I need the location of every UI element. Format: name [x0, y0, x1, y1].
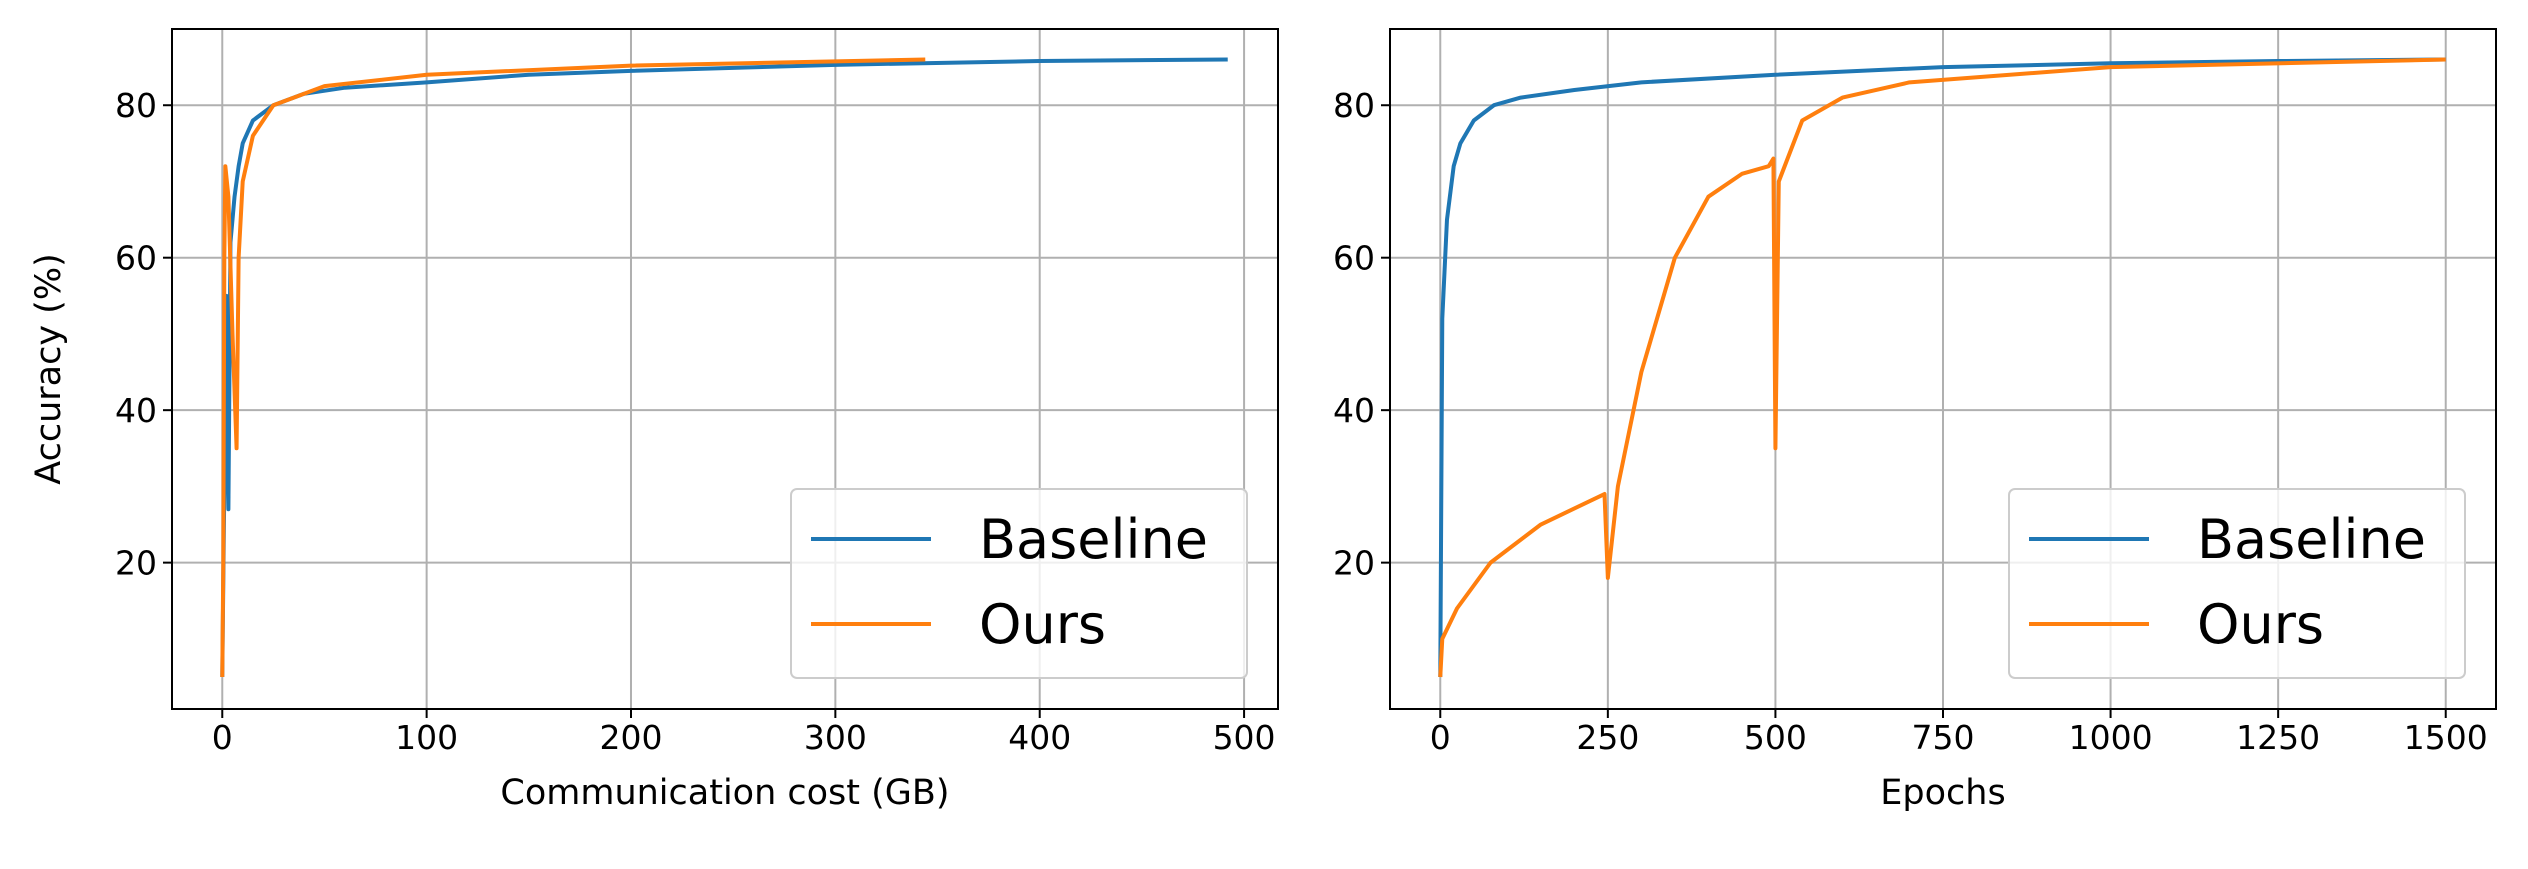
y-tick-label: 60 [1333, 239, 1375, 278]
legend-box [790, 488, 1248, 679]
legend-label: Ours [979, 593, 1106, 656]
x-tick-label: 500 [1213, 718, 1276, 757]
legend-label: Baseline [979, 508, 1208, 571]
x-tick-label: 500 [1744, 718, 1807, 757]
axes-frame [171, 28, 1279, 710]
y-tick-label: 60 [115, 239, 157, 278]
series-line [1438, 57, 2446, 678]
x-tick-label: 200 [599, 718, 662, 757]
x-tick-label: 750 [1912, 718, 1975, 757]
legend-label: Ours [2197, 593, 2324, 656]
x-tick-label: 0 [212, 718, 233, 757]
y-tick-label: 40 [115, 391, 157, 430]
x-axis-label: Communication cost (GB) [500, 773, 949, 813]
series-line [220, 57, 1228, 678]
y-tick-label: 20 [115, 544, 157, 583]
y-tick-label: 20 [1333, 544, 1375, 583]
y-tick-label: 40 [1333, 391, 1375, 430]
x-tick-label: 1500 [2404, 718, 2488, 757]
x-tick-label: 1000 [2069, 718, 2153, 757]
legend-label: Baseline [2197, 508, 2426, 571]
y-axis-label: Accuracy (%) [29, 253, 69, 484]
x-tick-label: 300 [804, 718, 867, 757]
series-line [220, 57, 926, 677]
x-tick-label: 100 [395, 718, 458, 757]
series-line [1438, 57, 2446, 677]
x-tick-label: 250 [1576, 718, 1639, 757]
y-tick-label: 80 [115, 86, 157, 125]
axes-frame [1389, 28, 2497, 710]
x-tick-label: 400 [1008, 718, 1071, 757]
x-tick-label: 0 [1430, 718, 1451, 757]
x-tick-label: 1250 [2236, 718, 2320, 757]
legend-box [2008, 488, 2466, 679]
y-tick-label: 80 [1333, 86, 1375, 125]
x-axis-label: Epochs [1880, 773, 2005, 813]
